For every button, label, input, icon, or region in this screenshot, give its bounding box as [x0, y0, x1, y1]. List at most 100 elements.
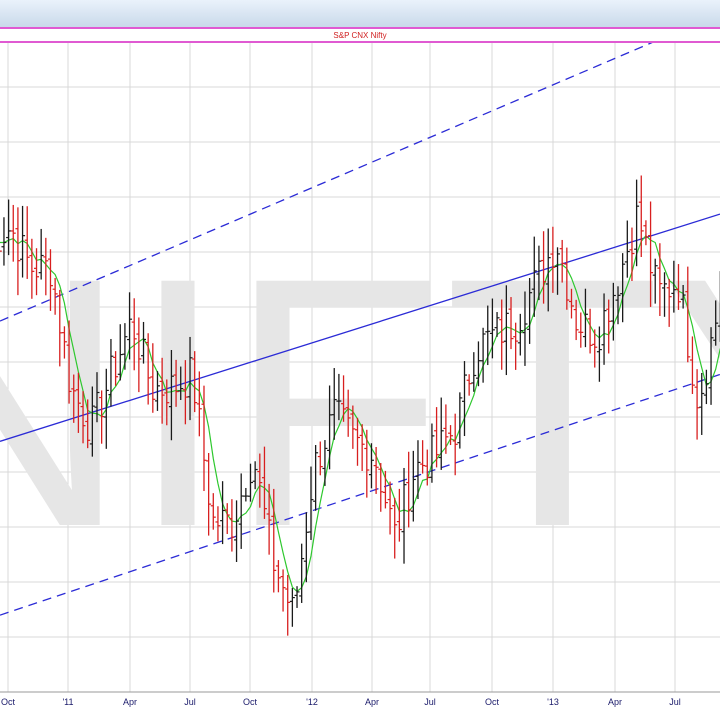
ohlc-bar	[527, 278, 533, 344]
ohlc-bar	[57, 289, 63, 367]
ohlc-bar	[531, 236, 537, 317]
ohlc-bar	[322, 440, 328, 486]
ohlc-bar	[578, 312, 584, 348]
ohlc-bar	[694, 369, 700, 440]
ohlc-bar	[550, 226, 556, 293]
x-tick-label: Oct	[243, 697, 258, 707]
ohlc-bar	[215, 506, 221, 542]
ohlc-bar	[89, 386, 95, 457]
x-tick-label: '11	[62, 697, 73, 707]
ohlc-bar	[364, 429, 370, 498]
ohlc-bar	[10, 204, 16, 262]
ohlc-bar	[592, 329, 598, 368]
ohlc-bar	[52, 277, 58, 315]
ohlc-bar	[480, 327, 486, 383]
ohlc-bar	[392, 497, 398, 559]
ohlc-bar	[308, 466, 314, 540]
x-tick-label: '12	[306, 697, 318, 707]
ohlc-bar	[224, 503, 230, 534]
ohlc-bar	[606, 299, 612, 354]
ohlc-bar	[541, 231, 547, 304]
ohlc-bar	[536, 245, 542, 301]
ohlc-bar	[1, 217, 7, 266]
ohlc-bar	[522, 291, 528, 366]
ohlc-bar	[248, 463, 254, 502]
ohlc-bar	[494, 312, 500, 337]
ohlc-bar	[434, 407, 440, 468]
ohlc-bar	[117, 324, 123, 381]
ohlc-bar	[564, 247, 570, 310]
ohlc-bar	[345, 389, 351, 437]
ohlc-bar	[387, 481, 393, 535]
ohlc-bar	[266, 483, 272, 555]
ohlc-bar	[596, 326, 602, 382]
ohlc-bar	[99, 390, 105, 444]
ohlc-bar	[359, 424, 365, 472]
ohlc-bar	[499, 299, 505, 370]
chart-window[interactable]: NIFTY Oct'11AprJulOct'12AprJulOct'13AprJ…	[0, 27, 720, 720]
ohlc-bar	[457, 392, 463, 449]
ohlc-bar	[201, 385, 207, 492]
x-tick-label: '13	[547, 697, 559, 707]
x-tick-label: Oct	[485, 697, 500, 707]
ohlc-bar	[317, 441, 323, 476]
ohlc-bar	[103, 368, 109, 449]
ohlc-bar	[615, 286, 621, 325]
ohlc-bar	[475, 341, 481, 387]
ohlc-bar	[210, 493, 216, 530]
ohlc-bar	[513, 322, 519, 370]
ohlc-bar	[66, 320, 72, 404]
ohlc-bar	[127, 292, 133, 360]
ohlc-bar	[252, 461, 258, 490]
ohlc-bar	[196, 371, 202, 437]
ohlc-bar	[410, 450, 416, 522]
ohlc-bar	[443, 404, 449, 454]
ohlc-bar	[6, 199, 12, 256]
ohlc-bar	[601, 293, 607, 365]
ohlc-bar	[713, 300, 719, 346]
ohlc-bar	[108, 338, 114, 407]
ohlc-bar	[43, 237, 49, 296]
ohlc-bar	[159, 357, 165, 424]
x-tick-label: Apr	[608, 697, 622, 707]
ohlc-bar	[368, 443, 374, 489]
ohlc-bar	[85, 399, 91, 449]
ohlc-bar	[275, 560, 281, 593]
ohlc-bar	[675, 264, 681, 310]
ohlc-bar	[327, 385, 333, 470]
x-tick-label: Apr	[123, 697, 137, 707]
ohlc-bar	[303, 512, 309, 583]
ohlc-bar	[285, 574, 291, 636]
ohlc-bar	[141, 321, 147, 364]
price-chart[interactable]: NIFTY Oct'11AprJulOct'12AprJulOct'13AprJ…	[0, 27, 720, 720]
ohlc-bar	[34, 248, 40, 296]
channel-lower-line	[0, 373, 720, 616]
ohlc-bar	[187, 336, 193, 421]
ohlc-bar	[234, 500, 240, 562]
ohlc-bar	[20, 205, 26, 278]
ohlc-bar	[206, 453, 212, 536]
ohlc-bar	[15, 207, 21, 296]
ohlc-bar	[75, 372, 81, 433]
ohlc-bar	[624, 220, 630, 278]
ohlc-bar	[708, 327, 714, 405]
ohlc-bar	[192, 351, 198, 413]
ohlc-bar	[666, 278, 672, 327]
chart-title: S&P CNX Nifty	[333, 31, 387, 40]
ohlc-bars	[0, 175, 720, 636]
ohlc-bar	[154, 371, 160, 411]
chart-title-bar: S&P CNX Nifty	[0, 27, 720, 43]
ohlc-bar	[313, 445, 319, 511]
ohlc-bar	[378, 462, 384, 512]
ohlc-bar	[489, 298, 495, 359]
ohlc-bar	[136, 317, 142, 393]
moving-average-layer	[0, 234, 720, 593]
ohlc-bar	[71, 374, 77, 423]
ohlc-bar	[424, 449, 430, 486]
ohlc-bar	[545, 228, 551, 312]
ohlc-bar	[271, 488, 277, 593]
ohlc-bar	[555, 247, 561, 295]
x-tick-label: Oct	[1, 697, 16, 707]
ohlc-bar	[699, 372, 705, 435]
